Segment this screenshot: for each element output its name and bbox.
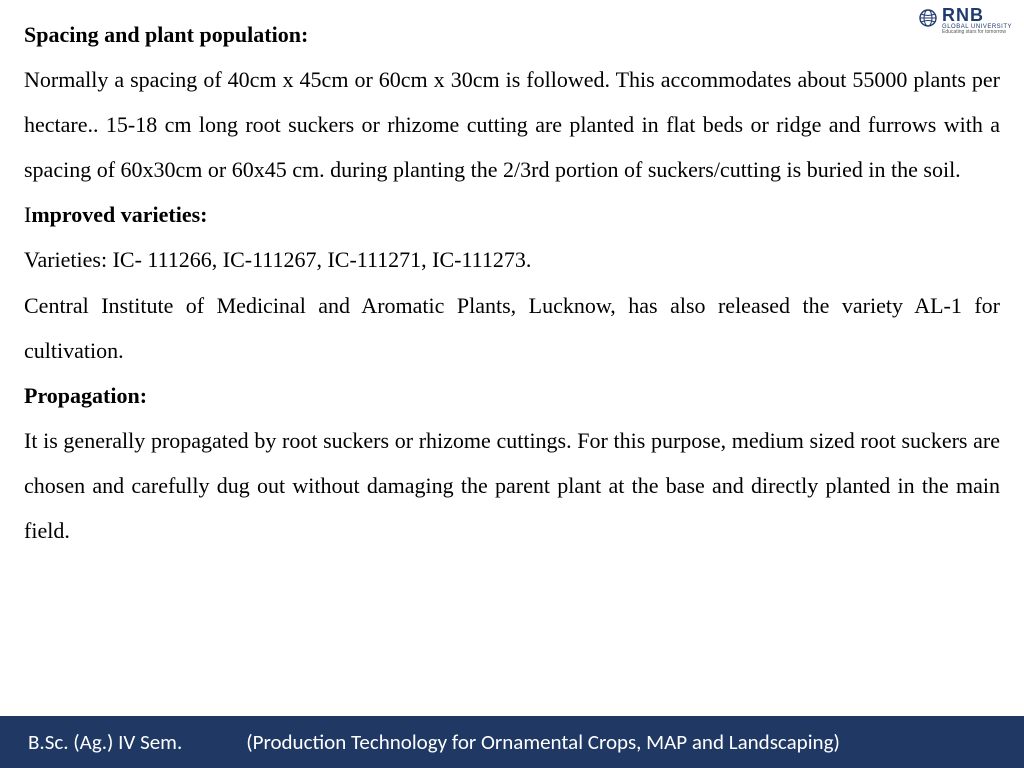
globe-icon xyxy=(918,8,938,33)
footer-right-text: (Production Technology for Ornamental Cr… xyxy=(246,729,840,755)
heading-propagation: Propagation: xyxy=(24,373,1000,418)
heading-varieties: Improved varieties: xyxy=(24,192,1000,237)
university-logo: RNB GLOBAL UNIVERSITY Educating stars fo… xyxy=(918,6,1012,35)
logo-tagline: Educating stars for tomorrow xyxy=(942,30,1012,35)
logo-main-text: RNB xyxy=(942,6,1012,24)
para-propagation: It is generally propagated by root sucke… xyxy=(24,418,1000,553)
para-spacing: Normally a spacing of 40cm x 45cm or 60c… xyxy=(24,57,1000,192)
footer-left-text: B.Sc. (Ag.) IV Sem. xyxy=(28,729,182,755)
slide-footer: B.Sc. (Ag.) IV Sem. (Production Technolo… xyxy=(0,716,1024,768)
para-varieties-2: Central Institute of Medicinal and Aroma… xyxy=(24,283,1000,373)
para-varieties-1: Varieties: IC- 111266, IC-111267, IC-111… xyxy=(24,237,1000,282)
heading-spacing: Spacing and plant population: xyxy=(24,12,1000,57)
document-body: Spacing and plant population: Normally a… xyxy=(0,0,1024,553)
heading-varieties-rest: mproved varieties: xyxy=(31,202,207,227)
